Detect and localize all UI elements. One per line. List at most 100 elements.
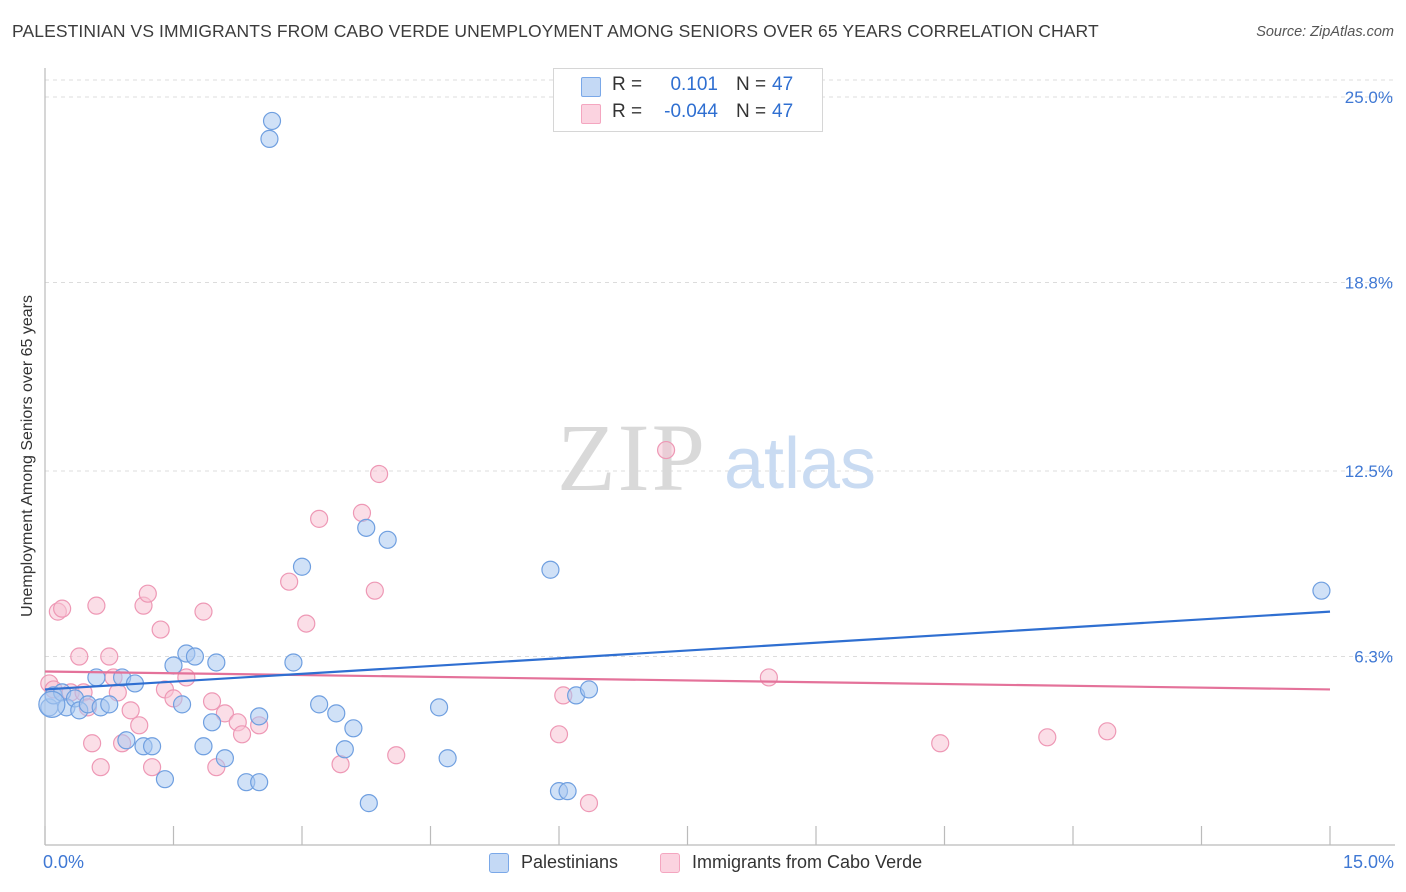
legend-label-palestinians: Palestinians [521, 852, 619, 872]
legend-swatch-cabo-verde [581, 104, 601, 124]
palestinian-point [117, 731, 136, 750]
legend-n-value: 47 [772, 101, 794, 122]
palestinian-point [207, 653, 226, 672]
cabo-verde-point [138, 584, 157, 603]
chart-title: PALESTINIAN VS IMMIGRANTS FROM CABO VERD… [12, 21, 1099, 41]
cabo-verde-point [331, 755, 350, 774]
grid-lines [45, 79, 1395, 658]
watermark-zip-text: ZIP [557, 404, 707, 511]
y-tick-label: 18.8% [1345, 274, 1393, 293]
palestinian-trend-line [44, 610, 1331, 691]
y-tick-label: 12.5% [1345, 462, 1393, 481]
palestinian-point [194, 737, 213, 756]
zipatlas-watermark: ZIP atlas [557, 404, 876, 511]
cabo-verde-point [215, 704, 234, 723]
legend-r-value: -0.044 [664, 101, 718, 122]
y-tick-label: 6.3% [1354, 648, 1393, 667]
cabo-verde-point [579, 794, 599, 813]
palestinian-point [1312, 581, 1331, 600]
cabo-verde-point [759, 668, 778, 687]
legend-label-cabo-verde: Immigrants from Cabo Verde [692, 852, 923, 872]
legend-n-value: 47 [772, 74, 794, 95]
legend-r-value: 0.101 [670, 74, 718, 95]
palestinian-point [185, 647, 205, 666]
palestinian-point [541, 560, 560, 579]
legend-n-label: N = [736, 74, 767, 95]
cabo-verde-point [87, 596, 106, 615]
cabo-verde-point [151, 620, 170, 639]
palestinian-point [284, 653, 303, 672]
palestinian-point [429, 698, 449, 717]
legend-r-label: R = [612, 74, 643, 95]
legend-item-cabo-verde: Immigrants from Cabo Verde [660, 852, 922, 873]
cabo-verde-point [387, 746, 406, 765]
legend-swatch-palestinians [581, 77, 601, 97]
palestinian-point [344, 719, 363, 738]
palestinian-point [292, 557, 312, 576]
y-axis-label: Unemployment Among Seniors over 65 years [19, 295, 36, 617]
source-credit: Source: ZipAtlas.com [1256, 24, 1394, 40]
palestinian-point [250, 773, 269, 792]
cabo-verde-point [194, 602, 213, 621]
palestinian-point [260, 129, 279, 148]
series-legend: Palestinians Immigrants from Cabo Verde [0, 852, 1406, 878]
cabo-verde-point [656, 440, 676, 460]
legend-r-label: R = [612, 101, 643, 122]
watermark-atlas-text: atlas [724, 424, 876, 504]
cabo-verde-point [142, 758, 162, 777]
x-tick-label-max: 15.0% [1342, 852, 1394, 872]
palestinian-point [164, 656, 183, 675]
cabo-verde-trend-line [44, 670, 1331, 691]
cabo-verde-point [177, 668, 196, 687]
cabo-verde-point [121, 701, 140, 720]
palestinian-point [558, 782, 577, 801]
palestinian-point [155, 770, 175, 789]
palestinian-point [262, 111, 282, 131]
palestinian-point [172, 695, 192, 714]
cabo-verde-point [202, 692, 222, 711]
cabo-verde-point [310, 509, 329, 528]
legend-n-label: N = [736, 101, 767, 122]
palestinian-point [357, 518, 376, 537]
correlation-legend: R = 0.101 N = 47 R = -0.044 N = 47 [553, 68, 823, 132]
palestinian-point [579, 680, 599, 699]
cabo-verde-point [280, 572, 299, 591]
y-tick-label: 25.0% [1345, 88, 1393, 107]
cabo-verde-point [370, 464, 389, 484]
cabo-verde-point [91, 758, 110, 777]
cabo-verde-point [232, 725, 252, 744]
palestinian-points [38, 111, 1331, 813]
x-tick-label-min: 0.0% [43, 852, 85, 872]
palestinian-point [310, 695, 329, 714]
palestinian-point [100, 695, 119, 714]
legend-swatch-palestinians [489, 852, 509, 873]
cabo-verde-point [352, 503, 372, 522]
cabo-verde-point [931, 734, 950, 753]
y-tick-labels: 25.0% 18.8% 12.5% 6.3% [1345, 88, 1393, 667]
palestinian-point [215, 749, 234, 768]
palestinian-point [378, 530, 397, 549]
cabo-verde-point [100, 647, 119, 666]
cabo-verde-point [130, 716, 149, 735]
palestinian-point [359, 794, 378, 813]
palestinian-point [327, 704, 346, 723]
palestinian-point [202, 713, 222, 732]
palestinian-point [142, 737, 162, 756]
cabo-verde-point [549, 725, 569, 744]
palestinian-point [38, 690, 66, 718]
cabo-verde-point [1098, 722, 1117, 741]
cabo-verde-point [1038, 728, 1057, 747]
cabo-verde-point [53, 599, 72, 618]
palestinian-point [438, 749, 457, 768]
axes [44, 68, 1395, 846]
palestinian-point [250, 707, 269, 726]
legend-item-palestinians: Palestinians [489, 852, 618, 873]
cabo-verde-point [297, 614, 316, 633]
palestinian-point [335, 740, 354, 759]
legend-swatch-cabo-verde [660, 852, 680, 873]
cabo-verde-point [70, 647, 89, 666]
cabo-verde-point [83, 734, 102, 753]
cabo-verde-point [365, 581, 384, 600]
trend-lines [44, 610, 1331, 691]
